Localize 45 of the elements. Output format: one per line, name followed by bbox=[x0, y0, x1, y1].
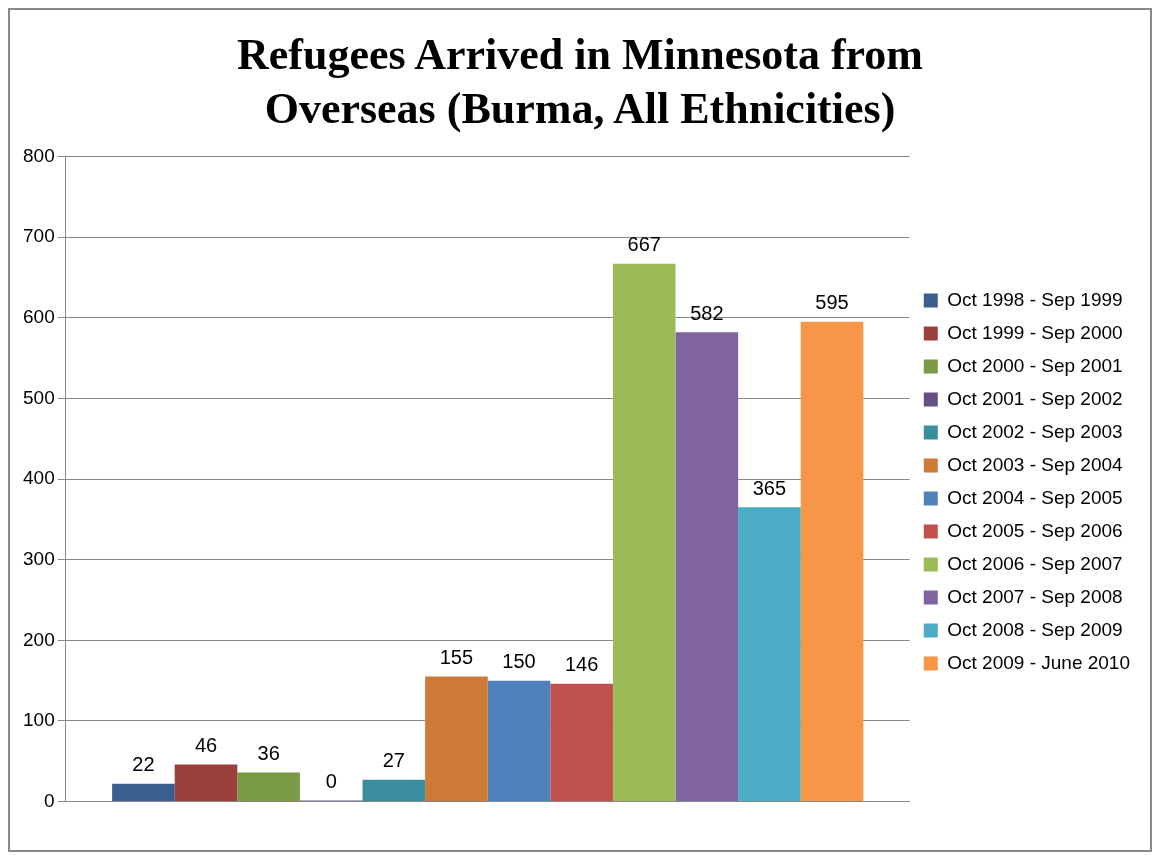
legend-label: Oct 2009 - June 2010 bbox=[947, 651, 1131, 673]
y-tick-label: 600 bbox=[23, 305, 55, 327]
chart-title: Refugees Arrived in Minnesota from Overseas (Burma, All Ethnicities) bbox=[236, 29, 924, 135]
bar bbox=[738, 507, 801, 802]
bar bbox=[112, 783, 175, 802]
legend-label: Oct 1999 - Sep 2000 bbox=[947, 321, 1123, 343]
legend-label: Oct 2008 - Sep 2009 bbox=[947, 618, 1123, 640]
y-tick-label: 300 bbox=[23, 547, 55, 569]
legend-label: Oct 2003 - Sep 2004 bbox=[947, 453, 1124, 475]
legend-label: Oct 2005 - Sep 2006 bbox=[947, 519, 1123, 541]
data-label: 365 bbox=[752, 476, 787, 499]
bar bbox=[800, 321, 864, 802]
y-tick-label: 500 bbox=[23, 386, 55, 408]
legend-label: Oct 2007 - Sep 2008 bbox=[947, 585, 1123, 607]
bar bbox=[425, 676, 488, 802]
data-label: 0 bbox=[325, 770, 337, 793]
bar bbox=[612, 263, 676, 802]
bar bbox=[550, 683, 613, 802]
data-label: 155 bbox=[439, 646, 474, 669]
data-label: 46 bbox=[194, 734, 218, 757]
y-tick-label: 100 bbox=[23, 709, 55, 731]
data-label: 150 bbox=[502, 650, 536, 673]
legend-label: Oct 2002 - Sep 2003 bbox=[947, 420, 1123, 442]
bar bbox=[174, 764, 238, 802]
legend-label: Oct 2001 - Sep 2002 bbox=[947, 387, 1123, 409]
data-label: 582 bbox=[690, 301, 724, 324]
data-label: 667 bbox=[627, 233, 661, 256]
legend-label: Oct 1998 - Sep 1999 bbox=[947, 288, 1123, 310]
data-label: 146 bbox=[564, 653, 599, 676]
y-tick-label: 800 bbox=[23, 144, 55, 166]
data-label: 22 bbox=[132, 753, 155, 776]
legend-label: Oct 2000 - Sep 2001 bbox=[947, 354, 1123, 376]
data-label: 27 bbox=[382, 749, 405, 772]
bar bbox=[237, 772, 300, 802]
bar bbox=[362, 779, 426, 802]
legend-label: Oct 2006 - Sep 2007 bbox=[947, 552, 1123, 574]
y-tick-label: 0 bbox=[44, 789, 55, 811]
bar bbox=[487, 680, 551, 802]
y-tick-label: 200 bbox=[23, 628, 55, 650]
bar bbox=[675, 332, 739, 802]
data-label: 595 bbox=[815, 291, 849, 314]
y-tick-label: 700 bbox=[23, 225, 55, 247]
data-label: 36 bbox=[257, 742, 280, 765]
legend-label: Oct 2004 - Sep 2005 bbox=[947, 486, 1123, 508]
y-tick-label: 400 bbox=[23, 467, 55, 489]
